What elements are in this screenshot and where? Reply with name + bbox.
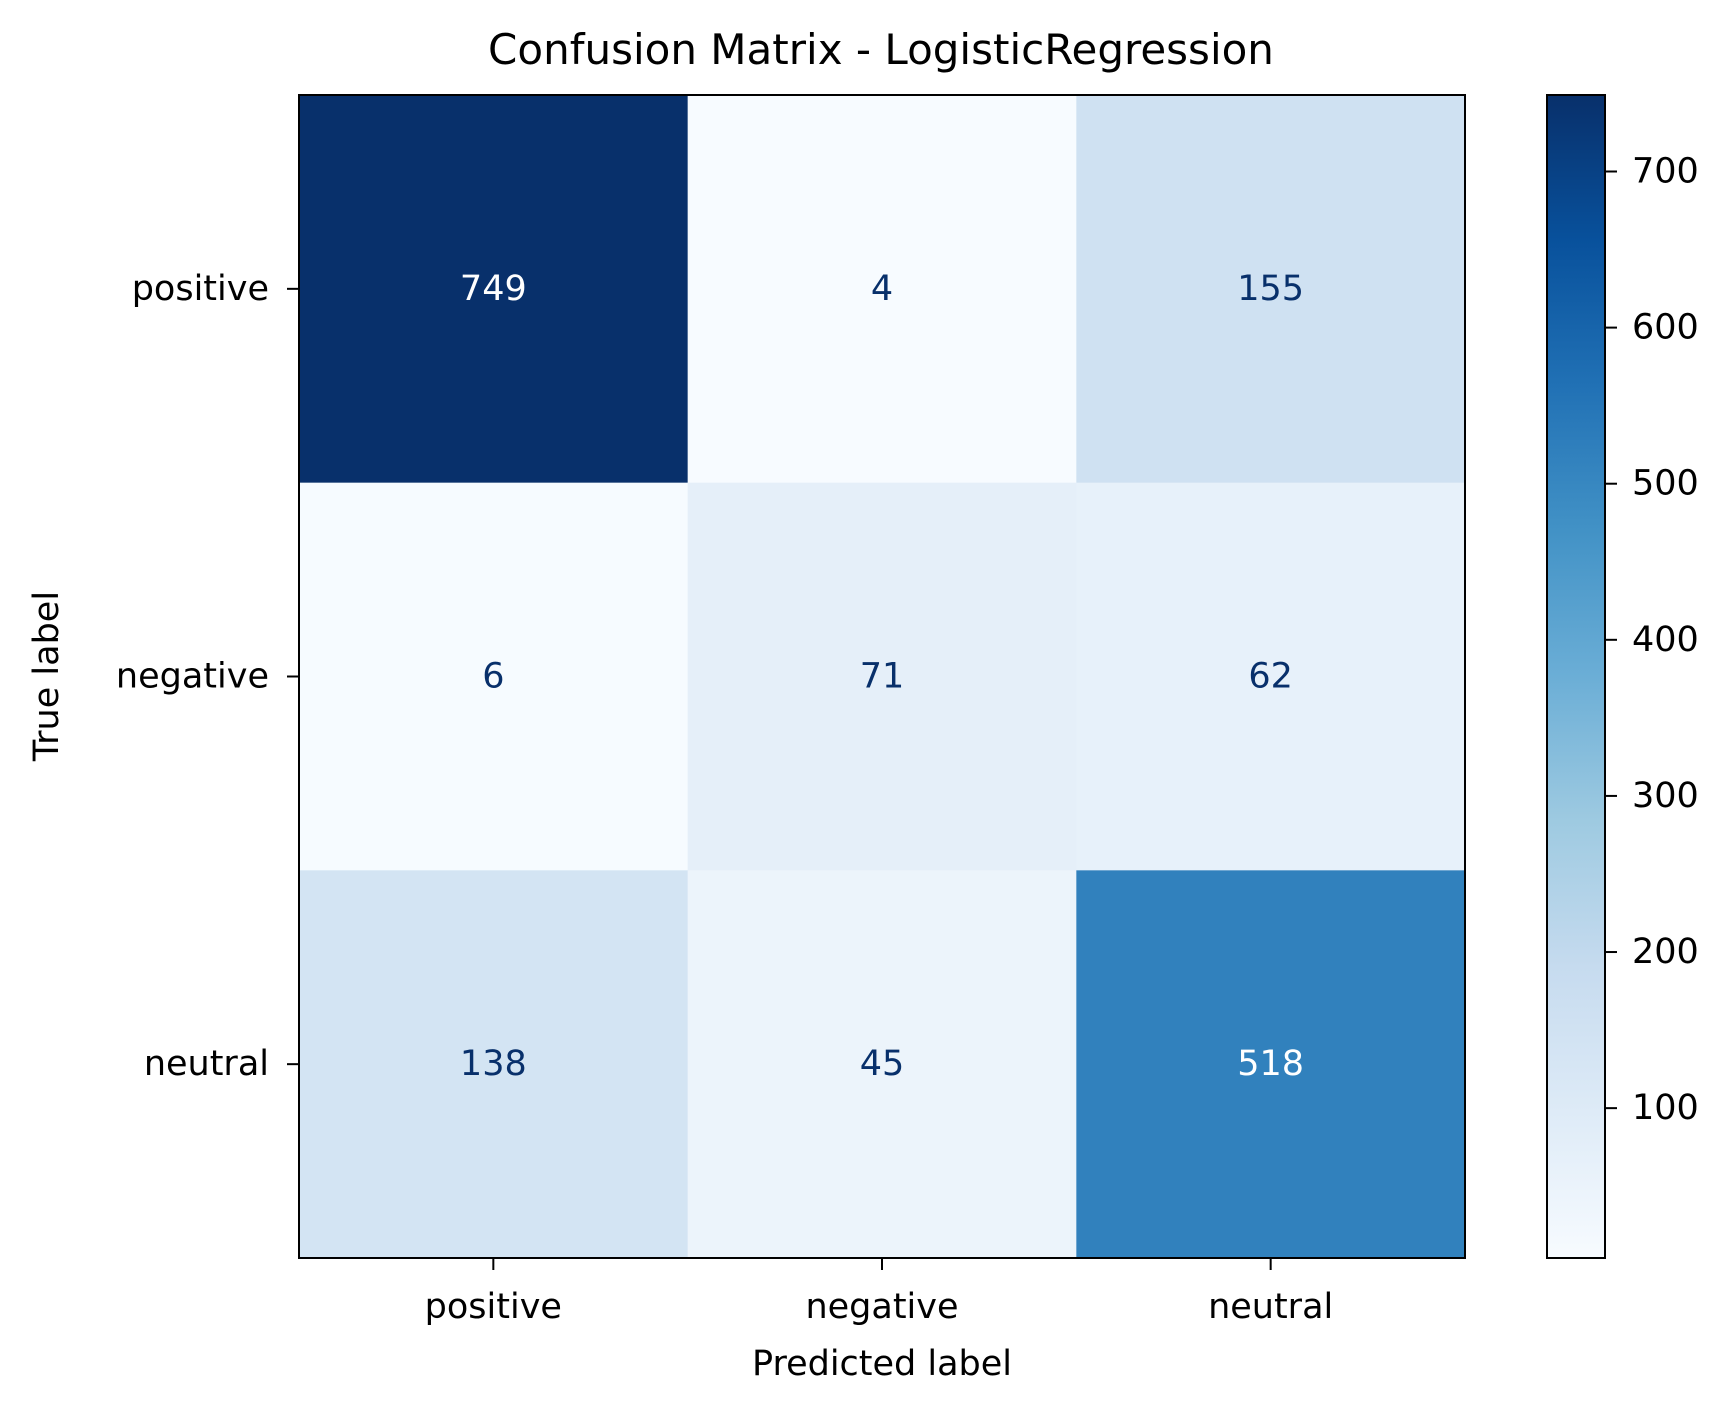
colorbar [1546, 94, 1606, 1259]
colorbar-tick-label: 100 [1632, 1088, 1699, 1128]
cell-value-label: 71 [860, 657, 905, 697]
y-axis-label: True label [27, 591, 67, 762]
heatmap-cell [687, 482, 1077, 871]
cell-value-label: 138 [460, 1044, 527, 1084]
x-tick-label: neutral [1208, 1287, 1333, 1327]
cell-value-label: 749 [460, 269, 527, 309]
y-tick-label: negative [116, 657, 269, 697]
heatmap-cell [687, 870, 1077, 1259]
x-tick-label: positive [425, 1287, 562, 1327]
heatmap-cell [299, 95, 689, 484]
cell-value-label: 518 [1237, 1044, 1304, 1084]
x-axis-ticks: positive negative neutral [425, 1258, 1333, 1327]
cell-value-label: 155 [1237, 269, 1304, 309]
heatmap-cell [299, 870, 689, 1259]
chart-title: Confusion Matrix - LogisticRegression [488, 25, 1274, 74]
heatmap-cell [1076, 482, 1466, 871]
colorbar-ticks: 100 200 300 400 500 600 700 [1605, 151, 1699, 1128]
y-axis-ticks: positive negative neutral [116, 269, 299, 1084]
colorbar-tick-label: 300 [1632, 776, 1699, 816]
x-axis-label: Predicted label [752, 1344, 1012, 1384]
colorbar-tick-label: 200 [1632, 932, 1699, 972]
colorbar-tick-label: 500 [1632, 464, 1699, 504]
cell-value-label: 45 [860, 1044, 905, 1084]
x-tick-label: negative [805, 1287, 958, 1327]
cell-value-label: 4 [871, 269, 893, 309]
heatmap-cell [1076, 870, 1466, 1259]
cell-value-label: 6 [482, 657, 504, 697]
colorbar-tick-label: 400 [1632, 620, 1699, 660]
heatmap-cell [299, 482, 689, 871]
y-tick-label: neutral [144, 1044, 269, 1084]
heatmap-cell [687, 95, 1077, 484]
cell-value-label: 62 [1248, 657, 1293, 697]
heatmap-cells [299, 95, 1466, 1259]
colorbar-tick-label: 700 [1632, 151, 1699, 191]
heatmap-cell [1076, 95, 1466, 484]
y-tick-label: positive [132, 269, 269, 309]
cell-value-labels: 749 4 155 6 71 62 138 45 518 [460, 269, 1304, 1084]
colorbar-tick-label: 600 [1632, 308, 1699, 348]
